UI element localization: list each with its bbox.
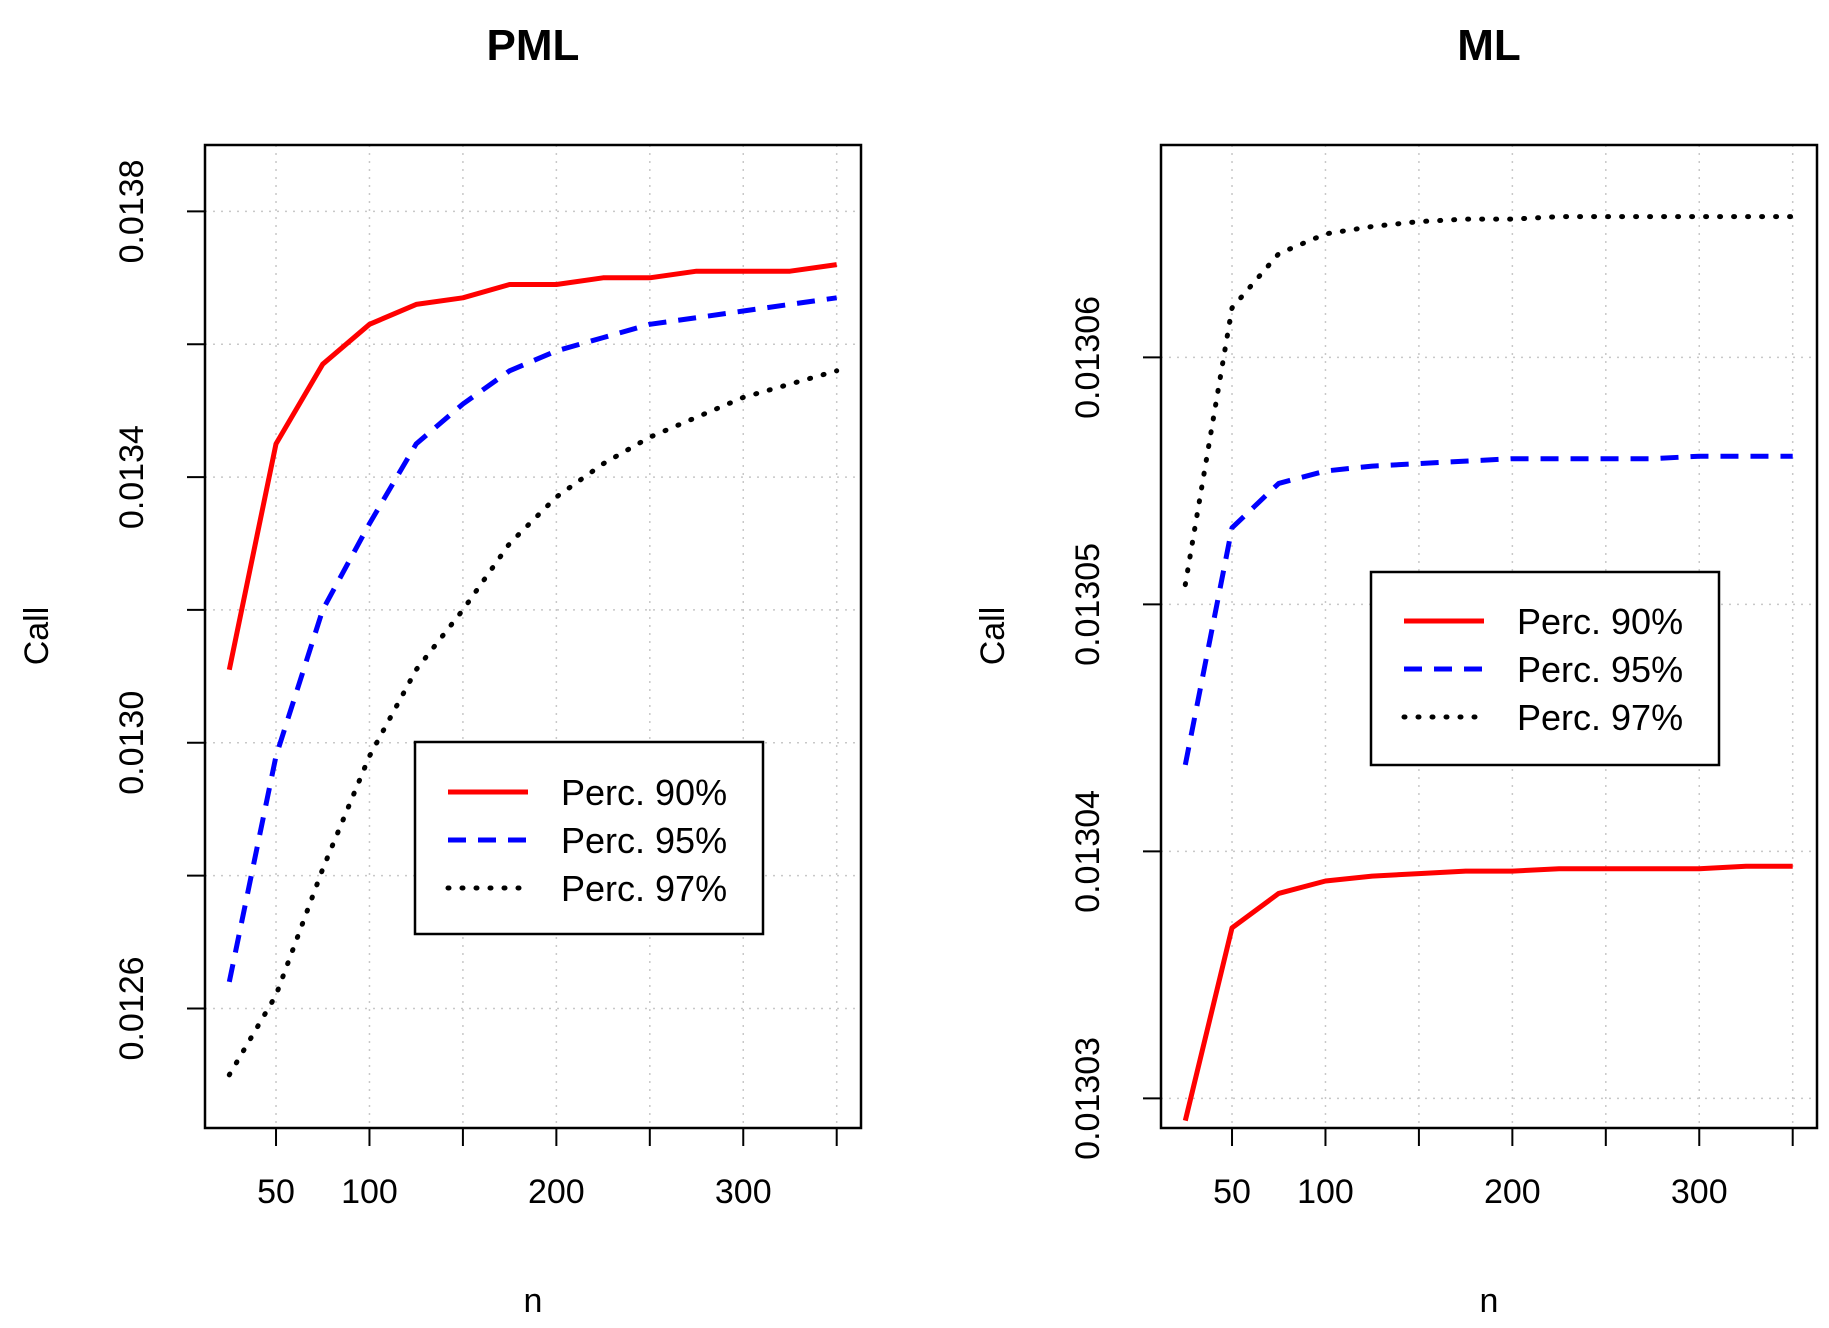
y-tick-label: 0.0134 [113, 425, 151, 529]
legend-label-97: Perc. 97% [1517, 697, 1683, 738]
y-tick-label: 0.01303 [1069, 1037, 1107, 1160]
x-tick-label: 100 [1297, 1173, 1354, 1211]
plot-frame [1159, 143, 1819, 1130]
y-tick-label: 0.01306 [1069, 296, 1107, 419]
x-tick-label: 300 [715, 1173, 772, 1211]
y-tick-label: 0.0138 [113, 159, 151, 263]
x-tick-label: 50 [1213, 1173, 1251, 1211]
series-line-95 [1182, 453, 1793, 766]
series-line-95 [226, 295, 838, 983]
chart-panel-ml: ML n Call 50 100 200 300 0.013030.013040.01… [974, 21, 1819, 1320]
series-line-97 [1182, 214, 1796, 588]
x-tick-label: 300 [1671, 1173, 1728, 1211]
series-line-90 [226, 262, 838, 671]
y-axis-label: Call [18, 607, 56, 666]
x-axis-label: n [1480, 1282, 1499, 1320]
chart-title: PML [487, 21, 580, 70]
x-tick-label: 200 [528, 1173, 585, 1211]
legend-box [1369, 570, 1721, 767]
y-tick-label: 0.0126 [113, 956, 151, 1060]
y-tick-label: 0.01304 [1069, 790, 1107, 913]
legend-label-95: Perc. 95% [561, 820, 727, 861]
plot-frame [203, 143, 863, 1130]
x-tick-label: 200 [1484, 1173, 1541, 1211]
legend-label-95: Perc. 95% [1517, 649, 1683, 690]
legend-label-90: Perc. 90% [561, 772, 727, 813]
y-axis-ticks: 0.01303 0.01304 0.01305 0.01306 [1069, 296, 1161, 1160]
legend-box [413, 740, 765, 936]
legend-label-97: Perc. 97% [561, 868, 727, 909]
y-axis-label: Call [974, 607, 1012, 666]
series [1182, 214, 1796, 1122]
legend-label-90: Perc. 90% [1517, 601, 1683, 642]
x-axis-ticks: 50 100 200 300 [1213, 1128, 1794, 1211]
series-line-90 [1182, 863, 1793, 1122]
y-axis-ticks: 0.0126 0.0130 0.0134 0.0138 [113, 159, 205, 1060]
y-tick-label: 0.0130 [113, 691, 151, 795]
y-tick-label: 0.01305 [1069, 543, 1107, 666]
x-tick-label: 100 [341, 1173, 398, 1211]
chart-title: ML [1457, 21, 1521, 70]
legend: Perc. 90% Perc. 95% Perc. 97% [1369, 570, 1721, 767]
series [226, 262, 840, 1078]
legend: Perc. 90% Perc. 95% Perc. 97% [413, 740, 765, 936]
x-axis-label: n [524, 1282, 543, 1320]
x-axis-ticks: 50 100 200 300 [257, 1128, 838, 1211]
chart-panel-pml: PML n Call 50 100 200 300 0.0126 0.0130 0.013… [18, 21, 863, 1320]
x-tick-label: 50 [257, 1173, 295, 1211]
